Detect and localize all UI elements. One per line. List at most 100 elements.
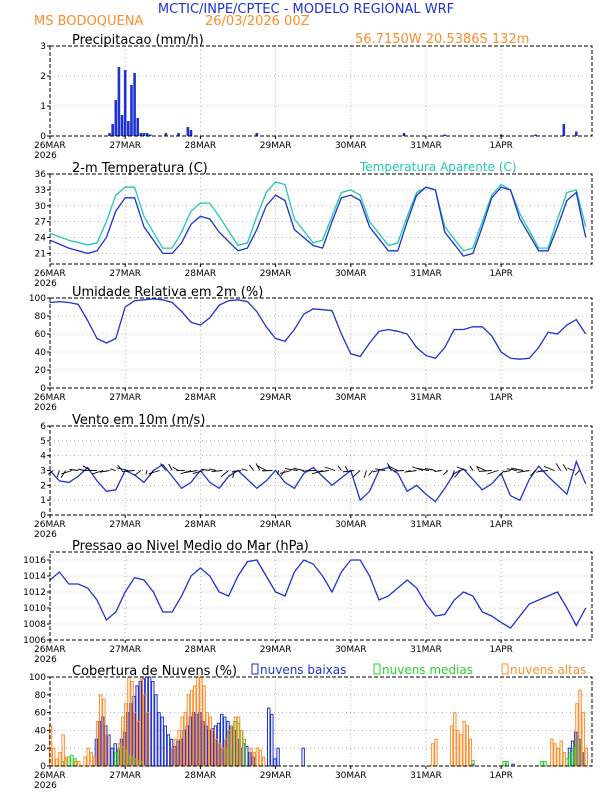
y-tick-label: 21 bbox=[35, 249, 46, 259]
wind-arrow bbox=[173, 467, 179, 470]
precip-bar bbox=[118, 67, 121, 136]
y-tick-label: 1 bbox=[40, 496, 46, 506]
y-tick-label: 6 bbox=[40, 422, 46, 432]
cloud-bar bbox=[161, 717, 163, 766]
wind-arrow bbox=[369, 471, 373, 476]
wind-arrow bbox=[394, 471, 404, 472]
x-tick-label: 30MAR bbox=[335, 269, 367, 279]
y-tick-label: 40 bbox=[35, 726, 47, 736]
wind-arrow bbox=[57, 471, 59, 478]
cloud-bar bbox=[454, 713, 456, 766]
x-year-label: 2026 bbox=[34, 781, 57, 791]
y-tick-label: 3 bbox=[40, 467, 46, 477]
x-tick-label: 27MAR bbox=[109, 269, 141, 279]
panel-title: Umidade Relativa em 2m (%) bbox=[72, 285, 263, 300]
cloud-bar bbox=[158, 713, 160, 766]
wind-arrow bbox=[556, 463, 561, 470]
y-tick-label: 1 bbox=[40, 102, 46, 112]
cloud-bar bbox=[256, 748, 258, 766]
panel-frame bbox=[50, 298, 592, 388]
legend-swatch bbox=[502, 664, 508, 674]
wind-arrow bbox=[517, 471, 529, 473]
panel-title: Pressao ao Nivel Medio do Mar (hPa) bbox=[72, 539, 309, 554]
wind-arrow bbox=[110, 469, 116, 471]
x-tick-label: 1APR bbox=[489, 645, 513, 655]
x-tick-label: 31MAR bbox=[410, 645, 442, 655]
precip-bar bbox=[133, 73, 136, 136]
precip-bar bbox=[130, 85, 133, 136]
cloud-bar bbox=[155, 695, 157, 766]
x-tick-label: 26MAR bbox=[34, 520, 66, 530]
x-tick-label: 1APR bbox=[489, 269, 513, 279]
panel-title: 2-m Temperatura (C) bbox=[72, 161, 208, 176]
cloud-bar bbox=[544, 762, 546, 766]
precip-bar bbox=[190, 130, 193, 136]
wind-arrow bbox=[117, 468, 129, 471]
cloud-bar bbox=[71, 755, 73, 766]
cloud-bar bbox=[78, 762, 80, 766]
cloud-bar bbox=[152, 681, 154, 766]
y-tick-label: 60 bbox=[35, 330, 47, 340]
cloud-bar bbox=[259, 750, 261, 766]
x-year-label: 2026 bbox=[34, 279, 57, 289]
cloud-bar bbox=[84, 757, 86, 766]
y-tick-label: 80 bbox=[35, 312, 47, 322]
series-line-1 bbox=[50, 182, 586, 251]
panel-title: Vento em 10m (m/s) bbox=[72, 413, 205, 428]
precip-bar bbox=[127, 121, 130, 136]
wind-arrow bbox=[169, 464, 172, 470]
cloud-bar bbox=[93, 757, 95, 766]
legend-label: nuvens altas bbox=[510, 663, 586, 677]
x-tick-label: 30MAR bbox=[335, 771, 367, 781]
wind-arrow bbox=[434, 471, 441, 472]
cloud-bar bbox=[541, 762, 543, 766]
cloud-bar bbox=[274, 759, 276, 766]
x-tick-label: 28MAR bbox=[185, 141, 217, 151]
precip-bar bbox=[187, 127, 190, 136]
wind-arrow bbox=[575, 471, 579, 476]
x-tick-label: 30MAR bbox=[335, 645, 367, 655]
legend-label: nuvens baixas bbox=[260, 663, 346, 677]
cloud-bar bbox=[585, 748, 587, 766]
y-tick-label: 2 bbox=[40, 481, 46, 491]
cloud-bar bbox=[164, 726, 166, 766]
y-tick-label: 24 bbox=[35, 234, 47, 244]
wind-arrow bbox=[149, 471, 160, 474]
x-tick-label: 29MAR bbox=[260, 141, 292, 151]
cloud-bar bbox=[466, 726, 468, 766]
x-tick-label: 29MAR bbox=[260, 269, 292, 279]
cloud-bar bbox=[569, 753, 571, 766]
y-tick-label: 1014 bbox=[23, 572, 46, 582]
cloud-bar bbox=[460, 735, 462, 766]
y-tick-label: 5 bbox=[40, 437, 46, 447]
x-tick-label: 26MAR bbox=[34, 269, 66, 279]
cloud-bar bbox=[435, 739, 437, 766]
precip-bar bbox=[136, 118, 139, 136]
run-date: 26/03/2026 00Z bbox=[205, 14, 310, 29]
panel-title: Cobertura de Nuvens (%) bbox=[72, 664, 237, 679]
wind-arrow bbox=[353, 471, 360, 477]
x-tick-label: 27MAR bbox=[109, 520, 141, 530]
cloud-bar bbox=[87, 748, 89, 766]
cloud-bar bbox=[115, 753, 117, 766]
x-tick-label: 28MAR bbox=[185, 645, 217, 655]
x-tick-label: 27MAR bbox=[109, 393, 141, 403]
wind-arrow bbox=[221, 471, 229, 477]
cloud-bar bbox=[432, 744, 434, 766]
y-tick-label: 2 bbox=[40, 72, 46, 82]
cloud-bar bbox=[457, 730, 459, 766]
y-tick-label: 4 bbox=[40, 452, 46, 462]
x-tick-label: 26MAR bbox=[34, 141, 66, 151]
cloud-bar bbox=[271, 714, 273, 766]
wind-arrow bbox=[134, 471, 140, 476]
station-name: MS BODOQUENA bbox=[34, 14, 143, 29]
y-tick-label: 1010 bbox=[23, 604, 46, 614]
x-tick-label: 31MAR bbox=[410, 520, 442, 530]
x-tick-label: 29MAR bbox=[260, 393, 292, 403]
cloud-bar bbox=[90, 753, 92, 766]
wind-arrow bbox=[504, 471, 510, 472]
cloud-bar bbox=[111, 748, 113, 766]
